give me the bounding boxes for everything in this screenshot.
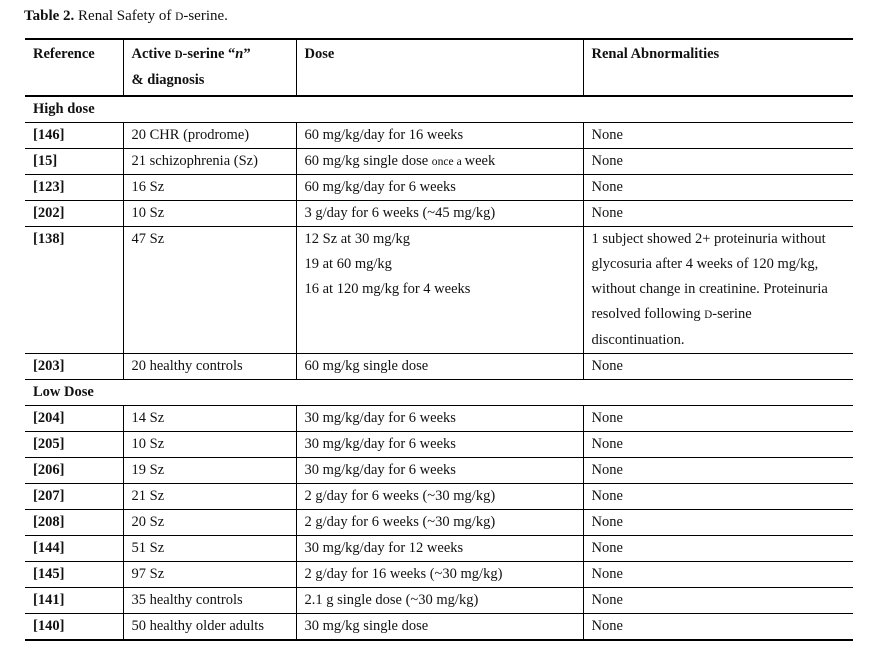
renal-cell: None xyxy=(582,587,853,614)
reference-cell: [138] xyxy=(33,231,65,247)
dose-cell: 30 mg/kg single dose xyxy=(295,613,583,640)
table-row: [206] 19 Sz 30 mg/kg/day for 6 weeks Non… xyxy=(25,457,853,484)
renal-cell: None xyxy=(582,405,853,432)
dose-cell: 2.1 g single dose (~30 mg/kg) xyxy=(295,587,583,614)
table-row: [144] 51 Sz 30 mg/kg/day for 12 weeks No… xyxy=(25,535,853,562)
section-label: High dose xyxy=(33,101,95,117)
dose-cell: 30 mg/kg/day for 12 weeks xyxy=(295,535,583,562)
renal-cell: None xyxy=(582,174,853,201)
diagnosis-cell: 10 Sz xyxy=(122,431,296,458)
diagnosis-cell: 21 schizophrenia (Sz) xyxy=(122,148,296,175)
table-row: [208] 20 Sz 2 g/day for 6 weeks (~30 mg/… xyxy=(25,509,853,536)
diagnosis-cell: 14 Sz xyxy=(122,405,296,432)
renal-safety-table: Reference Active D-serine “n” & diagnosis… xyxy=(25,38,853,641)
diagnosis-cell: 21 Sz xyxy=(122,483,296,510)
dose-cell: 12 Sz at 30 mg/kg 19 at 60 mg/kg 16 at 120… xyxy=(295,226,583,354)
table-row: [141] 35 healthy controls 2.1 g single d… xyxy=(25,587,853,614)
dose-cell: 2 g/day for 6 weeks (~30 mg/kg) xyxy=(295,483,583,510)
reference-cell: [140] xyxy=(33,618,65,634)
reference-cell: [208] xyxy=(33,514,65,530)
table-caption: Table 2. Renal Safety of D-serine. xyxy=(24,8,228,24)
dose-cell: 30 mg/kg/day for 6 weeks xyxy=(295,431,583,458)
renal-cell: None xyxy=(582,535,853,562)
reference-cell: [204] xyxy=(33,410,65,426)
diagnosis-cell: 51 Sz xyxy=(122,535,296,562)
dose-cell: 30 mg/kg/day for 6 weeks xyxy=(295,457,583,484)
reference-cell: [207] xyxy=(33,488,65,504)
reference-cell: [144] xyxy=(33,540,65,556)
dose-cell: 60 mg/kg/day for 6 weeks xyxy=(295,174,583,201)
reference-cell: [146] xyxy=(33,127,65,143)
renal-cell: None xyxy=(582,613,853,640)
diagnosis-cell: 97 Sz xyxy=(122,561,296,588)
diagnosis-cell: 20 CHR (prodrome) xyxy=(122,122,296,149)
table-row: [146] 20 CHR (prodrome) 60 mg/kg/day for… xyxy=(25,122,853,149)
renal-cell: None xyxy=(582,148,853,175)
diagnosis-cell: 47 Sz xyxy=(122,226,296,354)
renal-cell: None xyxy=(582,457,853,484)
renal-cell: None xyxy=(582,431,853,458)
reference-cell: [202] xyxy=(33,205,65,221)
section-row-high-dose: High dose xyxy=(25,96,853,123)
diagnosis-cell: 20 Sz xyxy=(122,509,296,536)
reference-cell: [145] xyxy=(33,566,65,582)
table-row: [207] 21 Sz 2 g/day for 6 weeks (~30 mg/… xyxy=(25,483,853,510)
table-row: [204] 14 Sz 30 mg/kg/day for 6 weeks Non… xyxy=(25,405,853,432)
table-row: [123] 16 Sz 60 mg/kg/day for 6 weeks Non… xyxy=(25,174,853,201)
table-row: [205] 10 Sz 30 mg/kg/day for 6 weeks Non… xyxy=(25,431,853,458)
renal-cell: None xyxy=(582,122,853,149)
dose-cell: 60 mg/kg single dose xyxy=(295,353,583,380)
section-row-low-dose: Low Dose xyxy=(25,380,853,406)
renal-cell: None xyxy=(582,509,853,536)
column-header-reference: Reference xyxy=(33,46,95,62)
reference-cell: [141] xyxy=(33,592,65,608)
dose-cell: 2 g/day for 6 weeks (~30 mg/kg) xyxy=(295,509,583,536)
diagnosis-cell: 16 Sz xyxy=(122,174,296,201)
diagnosis-cell: 10 Sz xyxy=(122,200,296,227)
diagnosis-cell: 20 healthy controls xyxy=(122,353,296,380)
dose-cell: 60 mg/kg/day for 16 weeks xyxy=(295,122,583,149)
diagnosis-cell: 19 Sz xyxy=(122,457,296,484)
dose-cell: 3 g/day for 6 weeks (~45 mg/kg) xyxy=(295,200,583,227)
table-row: [140] 50 healthy older adults 30 mg/kg s… xyxy=(25,613,853,640)
reference-cell: [206] xyxy=(33,462,65,478)
diagnosis-cell: 50 healthy older adults xyxy=(122,613,296,640)
dose-cell: 60 mg/kg single dose once a week xyxy=(295,148,583,175)
reference-cell: [15] xyxy=(33,153,58,169)
header-row: Reference Active D-serine “n” & diagnosis… xyxy=(25,39,853,96)
column-header-dose: Dose xyxy=(295,39,583,96)
renal-cell: None xyxy=(582,561,853,588)
table-row: [145] 97 Sz 2 g/day for 16 weeks (~30 mg… xyxy=(25,561,853,588)
renal-cell: None xyxy=(582,353,853,380)
renal-cell: None xyxy=(582,483,853,510)
renal-cell: 1 subject showed 2+ proteinuria without … xyxy=(582,226,853,354)
reference-cell: [203] xyxy=(33,358,65,374)
section-label: Low Dose xyxy=(33,384,94,400)
reference-cell: [205] xyxy=(33,436,65,452)
dose-cell: 30 mg/kg/day for 6 weeks xyxy=(295,405,583,432)
table-row: [15] 21 schizophrenia (Sz) 60 mg/kg sing… xyxy=(25,148,853,175)
reference-cell: [123] xyxy=(33,179,65,195)
diagnosis-cell: 35 healthy controls xyxy=(122,587,296,614)
renal-cell: None xyxy=(582,200,853,227)
table-row: [138] 47 Sz 12 Sz at 30 mg/kg 19 at 60 mg… xyxy=(25,226,853,354)
table-row: [202] 10 Sz 3 g/day for 6 weeks (~45 mg/… xyxy=(25,200,853,227)
table-row: [203] 20 healthy controls 60 mg/kg singl… xyxy=(25,353,853,380)
column-header-diagnosis: Active D-serine “n” & diagnosis xyxy=(122,39,296,96)
column-header-renal: Renal Abnormalities xyxy=(582,39,853,96)
dose-cell: 2 g/day for 16 weeks (~30 mg/kg) xyxy=(295,561,583,588)
